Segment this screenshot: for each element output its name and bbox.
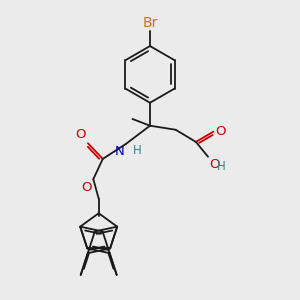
Text: H: H <box>217 160 226 173</box>
Text: H: H <box>133 144 142 157</box>
Text: O: O <box>81 181 91 194</box>
Text: O: O <box>209 158 220 171</box>
Text: O: O <box>75 128 86 141</box>
Text: O: O <box>215 125 226 138</box>
Text: N: N <box>115 145 125 158</box>
Text: Br: Br <box>142 16 158 30</box>
